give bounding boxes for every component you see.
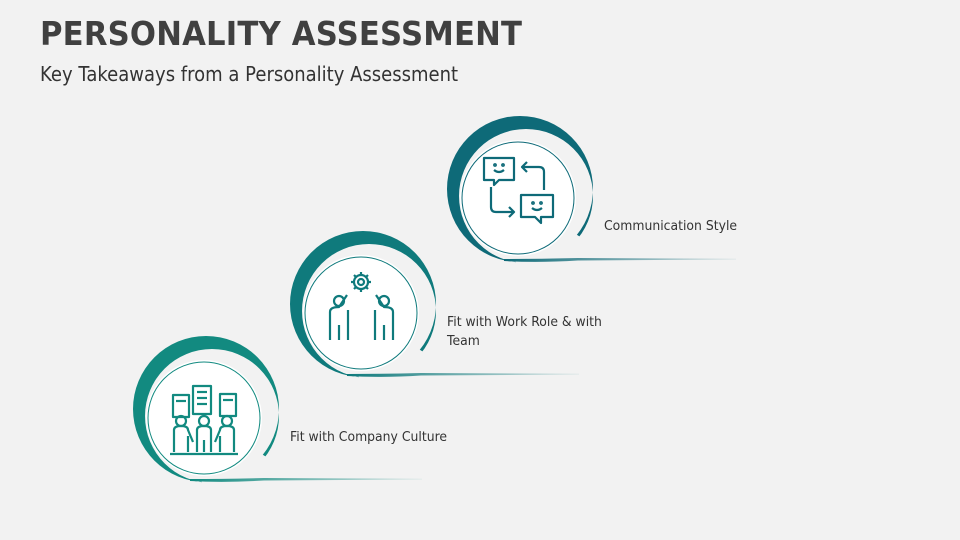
team-gear-icon [328,272,395,340]
icon-circle [146,360,262,476]
chat-exchange-icon [482,156,555,225]
page-subtitle: Key Takeaways from a Personality Assessm… [40,62,459,86]
icon-circle [460,140,576,256]
page-title: PERSONALITY ASSESSMENT [40,14,523,53]
icon-circle-ring [147,361,261,475]
icon-circle-ring [304,256,418,370]
tail-line [347,373,579,377]
step-label-company-culture: Fit with Company Culture [290,429,448,445]
tail-line [504,258,736,262]
icon-circle [303,255,419,371]
tail-line [190,478,422,482]
step-work-role [290,231,579,378]
step-label-communication: Communication Style [604,218,738,234]
team-buildings-icon [170,384,238,456]
icon-circle-ring [461,141,575,255]
step-label-work-role: Fit with Work Role & with Team [447,314,602,349]
step-communication [446,115,736,264]
